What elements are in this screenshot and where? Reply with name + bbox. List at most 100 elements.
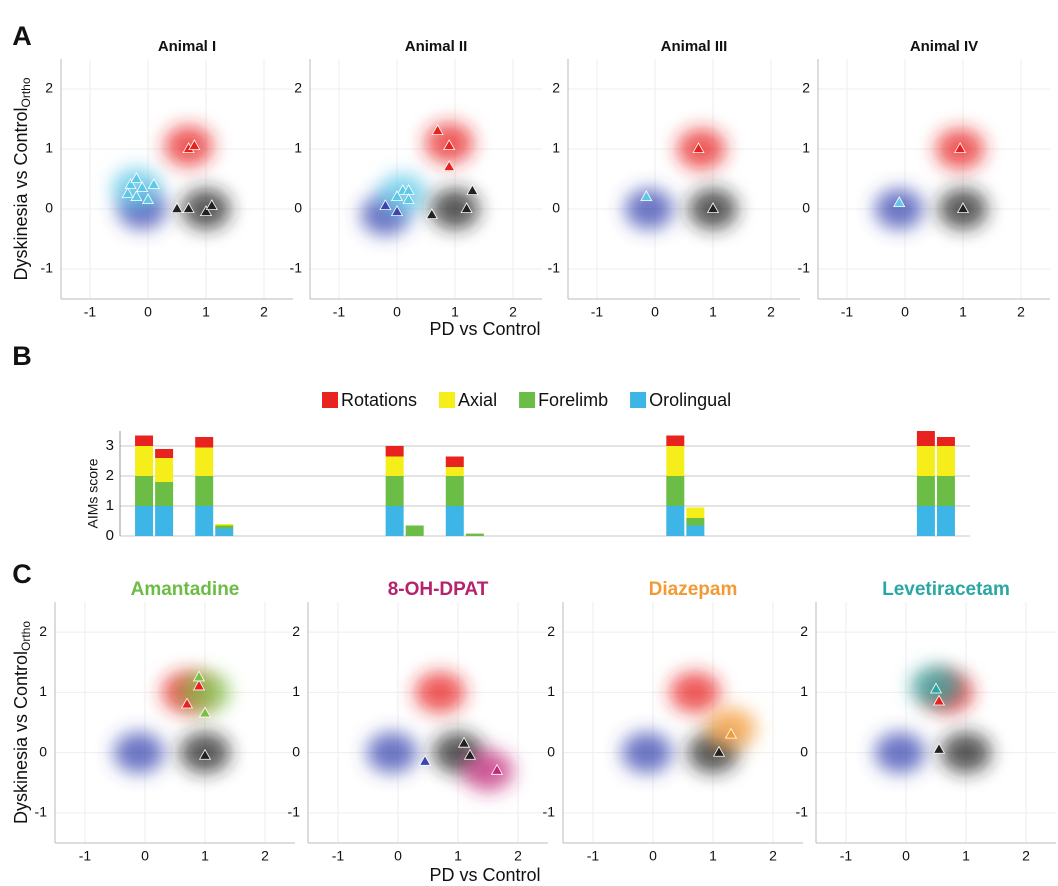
bar-segment [936, 437, 955, 446]
y-tick-label: 1 [802, 140, 810, 156]
bar-segment [155, 449, 174, 458]
triangle-marker [402, 193, 415, 205]
chart-title: Animal III [661, 38, 728, 55]
x-tick-label: 1 [201, 848, 209, 864]
triangle-marker [379, 199, 392, 211]
triangle-marker [443, 139, 456, 151]
bar-segment [385, 506, 404, 536]
chart-title: 8-OH-DPAT [388, 579, 489, 600]
bar-segment [936, 446, 955, 476]
x-tick-label: 2 [260, 304, 268, 320]
x-tick-label: -1 [333, 304, 346, 320]
y-tick-label: 0 [547, 743, 555, 759]
bar-segment [195, 506, 214, 536]
x-tick-label: 1 [709, 848, 717, 864]
panel-label: A [12, 21, 32, 51]
bar-segment [686, 518, 705, 526]
y-tick-label: 1 [552, 140, 560, 156]
x-tick-label: -1 [79, 848, 92, 864]
triangle-marker [390, 205, 404, 217]
y-tick-label: 2 [802, 80, 810, 96]
triangle-marker [443, 160, 456, 172]
y-tick-label: 1 [547, 683, 555, 699]
triangle-marker [466, 184, 479, 196]
bar-segment [936, 506, 955, 536]
y-tick-label: 3 [106, 437, 114, 454]
y-tick-label: -1 [548, 260, 561, 276]
y-tick-label: 2 [547, 623, 555, 639]
bar-segment [385, 456, 404, 476]
bar-segment [936, 476, 955, 506]
bar-segment [155, 458, 174, 482]
legend-label: Rotations [341, 390, 417, 410]
cluster-cloud [624, 188, 674, 230]
triangle-marker [932, 742, 946, 754]
y-tick-label: 0 [39, 743, 47, 759]
triangle-marker [198, 748, 212, 760]
triangle-marker [182, 202, 195, 214]
y-tick-label: -1 [290, 260, 303, 276]
y-axis-label-sub: Ortho [19, 77, 33, 107]
bar-segment [135, 476, 154, 506]
triangle-marker [460, 202, 473, 214]
cluster-cloud [874, 732, 926, 774]
bar-segment [445, 467, 464, 476]
bar-segment [465, 533, 484, 536]
bar-segment [155, 506, 174, 536]
bar-segment [155, 482, 174, 506]
triangle-marker [121, 187, 134, 199]
x-tick-label: 1 [959, 304, 967, 320]
legend-label: Orolingual [649, 390, 731, 410]
triangle-marker [640, 190, 653, 202]
triangle-marker [199, 205, 213, 217]
triangle-marker [490, 763, 504, 775]
triangle-marker [390, 190, 404, 202]
y-tick-label: 2 [39, 623, 47, 639]
cluster-cloud [462, 750, 514, 792]
triangle-marker [170, 202, 184, 214]
x-tick-label: 0 [393, 304, 401, 320]
x-tick-label: -1 [591, 304, 604, 320]
cluster-cloud [179, 671, 231, 713]
triangle-marker [124, 178, 137, 190]
bar-segment [445, 456, 464, 467]
x-tick-label: 0 [651, 304, 659, 320]
y-tick-label: 0 [800, 743, 808, 759]
triangle-marker [130, 172, 143, 184]
bar-segment [195, 476, 214, 506]
y-tick-label: 1 [45, 140, 53, 156]
cluster-cloud [621, 732, 673, 774]
x-tick-label: 1 [454, 848, 462, 864]
triangle-marker [425, 208, 438, 220]
panel-label: C [12, 559, 32, 589]
triangle-marker [431, 124, 444, 136]
triangle-marker [956, 202, 970, 214]
chart-title: Diazepam [649, 579, 738, 600]
y-tick-label: 2 [45, 80, 53, 96]
cluster-cloud [113, 732, 165, 774]
x-tick-label: 1 [202, 304, 210, 320]
bar-segment [135, 446, 154, 476]
y-tick-label: -1 [288, 804, 301, 820]
y-tick-label: -1 [798, 260, 811, 276]
x-tick-label: 2 [769, 848, 777, 864]
bar-segment [405, 525, 424, 536]
legend-swatch [322, 392, 338, 408]
cluster-cloud [366, 732, 418, 774]
x-tick-label: 0 [649, 848, 657, 864]
y-tick-label: 1 [294, 140, 302, 156]
y-tick-label: -1 [41, 260, 54, 276]
cluster-cloud [874, 188, 924, 230]
bar-segment [916, 506, 935, 536]
y-tick-label: 0 [802, 200, 810, 216]
triangle-marker [418, 754, 432, 766]
y-tick-label: -1 [35, 804, 48, 820]
triangle-marker [205, 199, 218, 211]
bar-segment [135, 506, 154, 536]
x-tick-label: 0 [144, 304, 152, 320]
triangle-marker [929, 682, 943, 694]
x-tick-label: -1 [841, 304, 854, 320]
bar-segment [445, 506, 464, 536]
triangle-marker [954, 142, 967, 154]
